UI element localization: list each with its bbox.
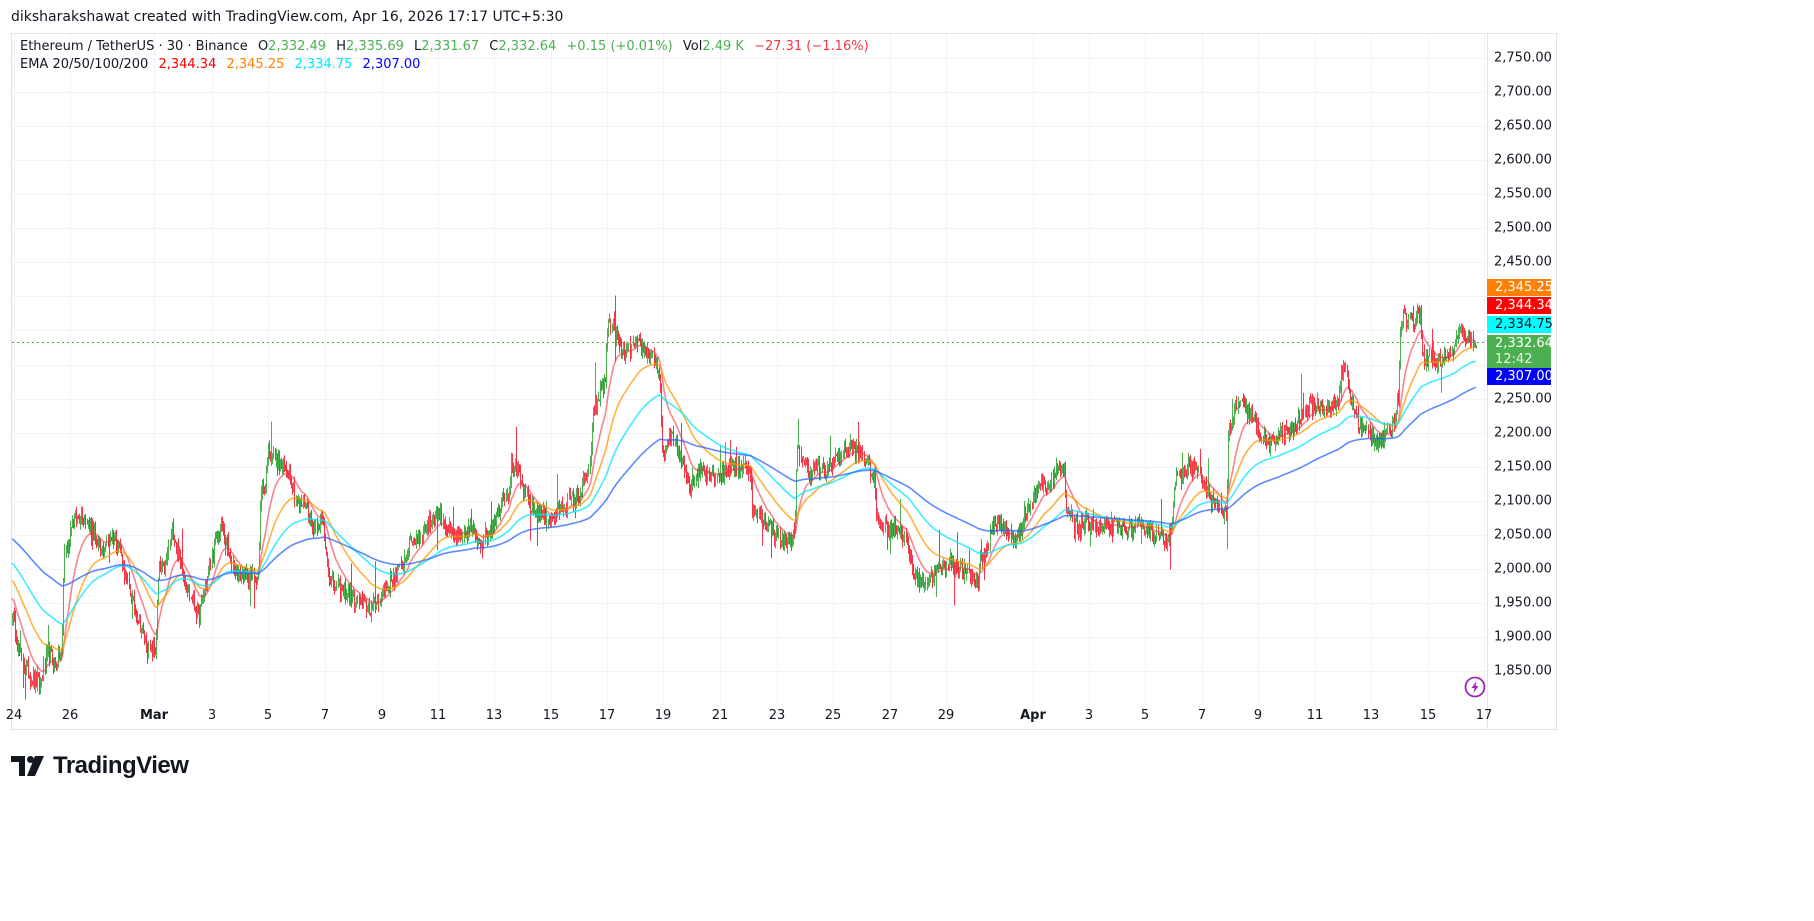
time-tick: 7 [320,708,330,723]
time-tick: 24 [5,708,23,723]
price-tick: 2,250.00 [1494,391,1552,407]
volume-label: Vol [682,39,703,54]
tradingview-logo-icon [11,756,44,776]
ema200-value: 2,307.00 [362,57,421,72]
time-tick: 15 [542,708,560,723]
chart-credit: diksharakshawat created with TradingView… [11,9,564,25]
price-tick: 2,050.00 [1494,527,1552,543]
time-tick: 5 [263,708,273,723]
low-value: 2,331.67 [421,39,480,54]
time-tick: 13 [485,708,503,723]
candlesticks [12,295,1477,700]
open-value: 2,332.49 [268,39,327,54]
time-tick: 3 [207,708,217,723]
time-tick: 9 [1253,708,1263,723]
lightning-alert-icon[interactable] [1464,676,1486,698]
current-price-tag: 2,332.64 12:42 [1487,335,1553,369]
price-tick: 2,500.00 [1494,220,1552,236]
time-tick: 7 [1197,708,1207,723]
time-tick: 11 [1306,708,1324,723]
ema50-value: 2,345.25 [226,57,285,72]
time-tick: 15 [1419,708,1437,723]
time-tick: 21 [711,708,729,723]
time-tick: 29 [937,708,955,723]
ema100-price-tag: 2,334.75 [1487,316,1553,333]
price-tick: 2,550.00 [1494,186,1552,202]
price-tick: 2,700.00 [1494,84,1552,100]
high-label: H [336,39,346,54]
high-value: 2,335.69 [345,39,404,54]
price-tick: 2,650.00 [1494,118,1552,134]
ema200-price-tag: 2,307.00 [1487,368,1553,385]
time-tick: Apr [1020,708,1046,723]
time-tick: 9 [377,708,387,723]
price-tick: 2,100.00 [1494,493,1552,509]
ema50-price-tag: 2,345.25 [1487,279,1553,296]
change-value: +0.15 (+0.01%) [566,39,673,54]
price-tick: 1,950.00 [1494,595,1552,611]
time-tick: Mar [139,708,169,723]
price-tick: 2,150.00 [1494,459,1552,475]
price-tick: 1,900.00 [1494,629,1552,645]
time-tick: 13 [1362,708,1380,723]
volume-change: −27.31 (−1.16%) [754,39,869,54]
ema100-value: 2,334.75 [294,57,353,72]
price-tick: 2,000.00 [1494,561,1552,577]
price-tick: 2,200.00 [1494,425,1552,441]
candle-countdown: 12:42 [1495,352,1533,367]
time-tick: 25 [824,708,842,723]
time-tick: 23 [768,708,786,723]
ema20-value: 2,344.34 [158,57,217,72]
price-tick: 2,450.00 [1494,254,1552,270]
close-value: 2,332.64 [498,39,557,54]
tradingview-logo[interactable]: TradingView [11,752,189,780]
ema-lines [11,330,1477,673]
chart-legend: Ethereum / TetherUS · 30 · Binance O2,33… [20,38,869,74]
ohlc-row: Ethereum / TetherUS · 30 · Binance O2,33… [20,38,869,56]
time-tick: 27 [881,708,899,723]
price-tick: 2,750.00 [1494,50,1552,66]
low-label: L [414,39,422,54]
close-label: C [489,39,499,54]
ema-indicator-title[interactable]: EMA 20/50/100/200 [20,57,149,72]
time-tick: 17 [598,708,616,723]
time-tick: 5 [1140,708,1150,723]
time-tick: 19 [654,708,672,723]
ema20-price-tag: 2,344.34 [1487,297,1553,314]
time-tick: 17 [1475,708,1493,723]
symbol-title[interactable]: Ethereum / TetherUS · 30 · Binance [20,39,248,54]
price-tick: 1,850.00 [1494,663,1552,679]
tradingview-brand: TradingView [53,752,189,779]
time-tick: 11 [429,708,447,723]
grid-lines [12,34,1487,705]
price-tick: 2,600.00 [1494,152,1552,168]
ema-row: EMA 20/50/100/200 2,344.34 2,345.25 2,33… [20,56,869,74]
current-price-value: 2,332.64 [1495,336,1553,351]
time-tick: 3 [1084,708,1094,723]
volume-value: 2.49 K [702,39,744,54]
open-label: O [257,39,269,54]
time-tick: 26 [61,708,79,723]
